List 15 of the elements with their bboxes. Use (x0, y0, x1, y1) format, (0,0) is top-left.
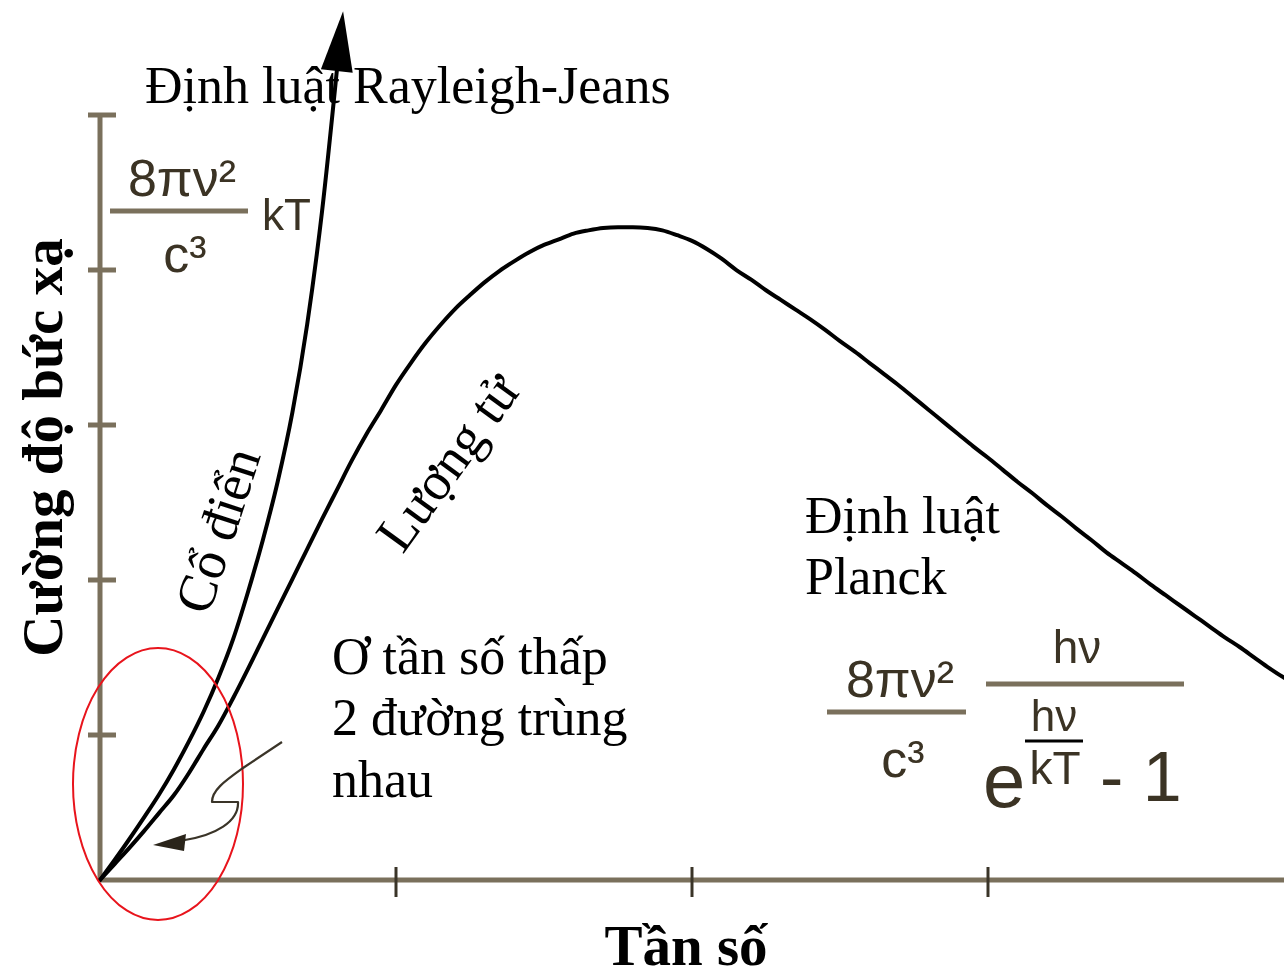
annotation: - 1 (1100, 738, 1182, 816)
annotation: Ơ tần số thấp 2 đường trùng nhau (332, 628, 628, 808)
annotation: hν (1052, 621, 1102, 673)
annotation: kT (1029, 742, 1081, 794)
annotation: 8πν² (845, 650, 955, 708)
x-axis-title: Tần số (604, 914, 769, 977)
annotation: c³ (163, 225, 207, 283)
annotation: hν (1030, 691, 1078, 740)
text: Cổ điển (163, 440, 273, 621)
annotation: c³ (881, 730, 925, 788)
annotation: Định luật Planck (805, 487, 1001, 606)
y-axis-title: Cường độ bức xạ (11, 238, 74, 657)
annotation: 8πν² (127, 149, 237, 207)
annotation: kT (262, 190, 311, 239)
annotation: e (983, 738, 1026, 823)
